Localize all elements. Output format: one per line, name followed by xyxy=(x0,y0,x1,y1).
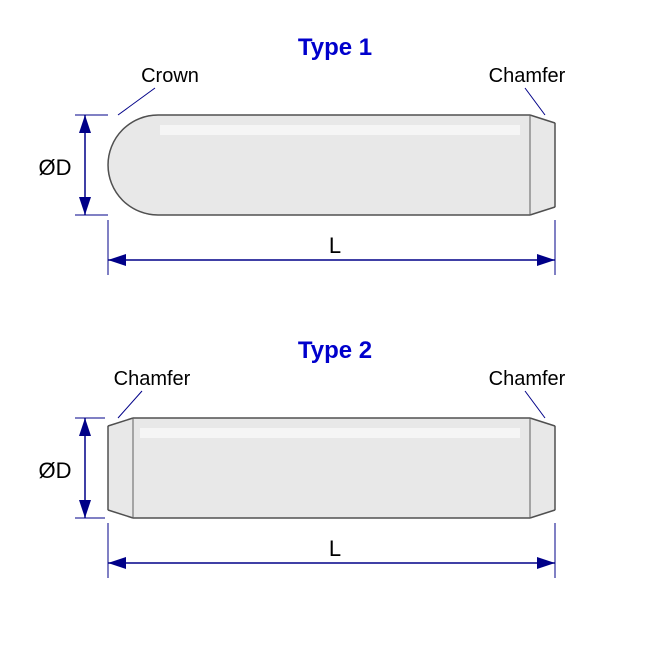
type1-diameter-label: ØD xyxy=(39,155,72,180)
type1-title: Type 1 xyxy=(298,34,372,61)
type2-diameter-dim xyxy=(75,418,105,518)
type2-diameter-label: ØD xyxy=(39,458,72,483)
type1-length-label: L xyxy=(329,233,341,258)
type2-pin xyxy=(108,418,555,518)
type1-pin xyxy=(108,115,555,215)
type1-right-label: Chamfer xyxy=(489,65,566,87)
type2-left-leader xyxy=(118,391,142,418)
diagram-container: Type 1 Crown Chamfer ØD L xyxy=(0,0,670,670)
type2-right-label: Chamfer xyxy=(489,368,566,390)
type2-length-label: L xyxy=(329,536,341,561)
diagram-svg: Type 1 Crown Chamfer ØD L xyxy=(0,0,670,670)
type1-left-label: Crown xyxy=(141,65,199,87)
type1-diameter-dim xyxy=(75,115,108,215)
type2-left-label: Chamfer xyxy=(114,368,191,390)
type2-right-leader xyxy=(525,391,545,418)
type2-highlight xyxy=(140,428,520,438)
type1-highlight xyxy=(160,125,520,135)
type1-left-leader xyxy=(118,88,155,115)
type2-title: Type 2 xyxy=(298,337,372,364)
type1-right-leader xyxy=(525,88,545,115)
